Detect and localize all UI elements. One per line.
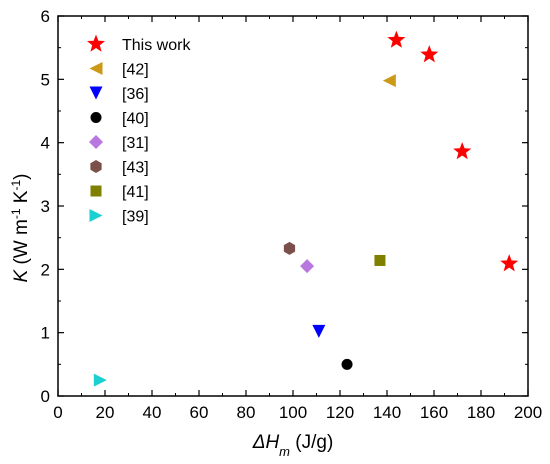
x-axis-title: ΔHm (J/g) — [252, 432, 334, 459]
data-point — [387, 30, 406, 48]
legend-label: [36] — [122, 86, 149, 103]
y-tick-label: 6 — [41, 7, 50, 26]
legend-marker — [90, 185, 102, 197]
y-axis-title: K (W m-1 K-1) — [9, 174, 32, 283]
legend-marker — [86, 34, 106, 52]
legend-marker — [89, 209, 103, 222]
legend-marker — [89, 62, 103, 75]
data-point — [500, 254, 519, 272]
legend-marker — [90, 160, 102, 173]
y-axis-title-sup1: -1 — [9, 208, 23, 219]
x-tick-label: 200 — [514, 403, 542, 422]
legend-marker — [89, 135, 103, 149]
x-tick-label: 180 — [467, 403, 495, 422]
legend-label: This work — [122, 37, 191, 54]
x-tick-label: 120 — [326, 403, 354, 422]
data-point — [374, 254, 386, 266]
axis-ticks — [57, 15, 529, 397]
x-tick-label: 40 — [143, 403, 162, 422]
x-tick-label: 140 — [373, 403, 401, 422]
legend-label: [40] — [122, 111, 149, 128]
y-tick-label: 0 — [41, 387, 50, 406]
y-tick-label: 2 — [41, 260, 50, 279]
x-axis-title-unit: (J/g) — [290, 432, 333, 453]
y-tick-label: 1 — [41, 324, 50, 343]
y-axis-title-main: K — [11, 268, 32, 282]
data-point — [420, 45, 439, 63]
y-axis-title-mid: K — [11, 190, 32, 208]
y-axis-title-sup2: -1 — [9, 180, 23, 191]
y-tick-label: 5 — [41, 70, 50, 89]
legend-label: [39] — [122, 209, 149, 226]
x-axis-title-main: ΔH — [252, 432, 280, 453]
legend-marker — [90, 112, 102, 123]
data-points — [93, 30, 519, 387]
y-tick-label: 3 — [41, 197, 50, 216]
data-point — [283, 241, 296, 255]
x-axis-title-sub: m — [279, 444, 290, 459]
data-point — [300, 259, 315, 274]
y-tick-label: 4 — [41, 134, 50, 153]
data-point — [93, 373, 107, 387]
y-axis-title-pre: (W m — [11, 219, 32, 270]
x-tick-label: 0 — [53, 403, 62, 422]
x-tick-label: 60 — [190, 403, 209, 422]
y-axis-title-post: ) — [11, 174, 32, 180]
legend-label: [42] — [122, 62, 149, 79]
data-point — [312, 324, 326, 338]
data-point — [341, 358, 353, 370]
x-tick-label: 20 — [96, 403, 115, 422]
x-tick-label: 100 — [279, 403, 307, 422]
legend-label: [31] — [122, 135, 149, 152]
legend-label: [41] — [122, 184, 149, 201]
axis-tick-labels: 0 20 40 60 80 100 120 140 160 180 200 0 1 2 3 4 5 6 — [41, 7, 543, 422]
legend-label: [43] — [122, 160, 149, 177]
x-tick-label: 80 — [237, 403, 256, 422]
data-point — [453, 142, 472, 160]
legend: This work [42] [36] [40] [31] [43] [41] [39] — [86, 34, 191, 226]
x-tick-label: 160 — [420, 403, 448, 422]
legend-marker — [89, 86, 103, 100]
data-point — [382, 74, 396, 88]
